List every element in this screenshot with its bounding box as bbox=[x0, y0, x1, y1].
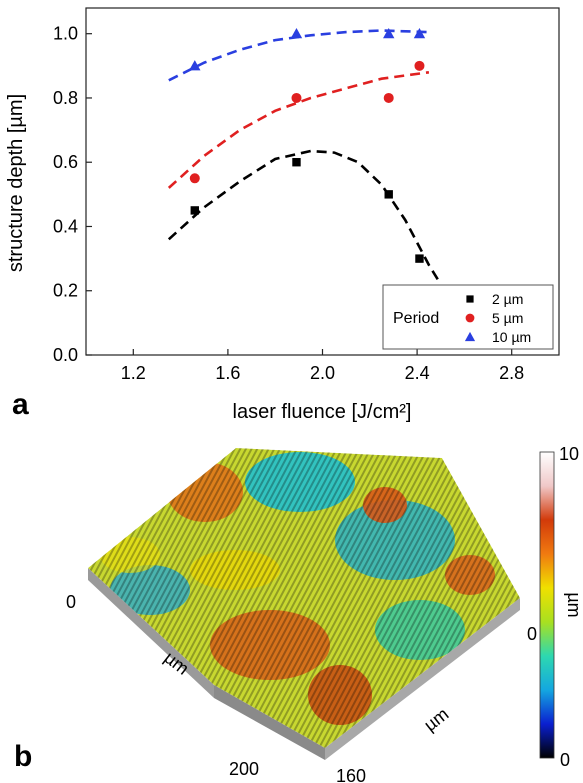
x-tick-label: 1.6 bbox=[215, 363, 240, 383]
data-point bbox=[291, 92, 302, 103]
x-tick-0: 0 bbox=[66, 592, 76, 612]
data-point bbox=[383, 28, 395, 39]
panel-label-b: b bbox=[14, 740, 32, 773]
colorbar: 10 0 µm bbox=[539, 444, 583, 770]
y-tick-label: 0.0 bbox=[53, 345, 78, 365]
surface-side-front bbox=[214, 685, 325, 760]
y-axis-label-b: µm bbox=[420, 704, 452, 735]
legend: Period 2 µm 5 µm 10 µm bbox=[382, 284, 554, 350]
x-tick-label: 2.4 bbox=[405, 363, 430, 383]
legend-label: 2 µm bbox=[492, 291, 523, 307]
data-point bbox=[190, 206, 199, 215]
y-tick-0: 0 bbox=[527, 624, 537, 644]
y-tick-160: 160 bbox=[336, 766, 366, 783]
legend-items: 2 µm 5 µm 10 µm bbox=[464, 291, 531, 345]
y-tick-label: 1.0 bbox=[53, 24, 78, 44]
y-axis-label: structure depth [µm] bbox=[5, 94, 27, 272]
colorbar-min: 0 bbox=[560, 750, 570, 770]
x-tick-label: 1.2 bbox=[121, 363, 146, 383]
data-point bbox=[414, 60, 425, 71]
surface-side-left bbox=[88, 568, 214, 698]
data-point bbox=[189, 173, 200, 184]
fit-line-1 bbox=[167, 71, 430, 189]
data-point bbox=[383, 92, 394, 103]
legend-label: 5 µm bbox=[492, 310, 523, 326]
legend-marker bbox=[464, 331, 476, 342]
legend-label: 10 µm bbox=[492, 329, 531, 345]
fit-line-0 bbox=[167, 149, 442, 285]
x-axis-label: laser fluence [J/cm²] bbox=[233, 401, 412, 423]
data-point bbox=[413, 28, 426, 39]
surface-plot: 0 200 µm 0 160 µm bbox=[66, 448, 537, 783]
data-point bbox=[290, 28, 303, 39]
panel-label-a: a bbox=[12, 388, 29, 421]
colorbar-label: µm bbox=[564, 592, 583, 617]
surface-b: 0 200 µm 0 160 µm 10 0 µm b bbox=[14, 444, 583, 783]
colorbar-scale bbox=[539, 451, 555, 759]
chart-a: 1.2 1.6 2.0 2.4 2.8 0.0 0.2 0.4 0.6 0.8 1.0 laser… bbox=[5, 7, 560, 423]
legend-title: Period bbox=[393, 310, 439, 327]
x-ticks: 1.2 1.6 2.0 2.4 2.8 bbox=[121, 349, 524, 383]
plot-area: 1.2 1.6 2.0 2.4 2.8 0.0 0.2 0.4 0.6 0.8 1.0 bbox=[53, 7, 560, 383]
y-tick-label: 0.6 bbox=[53, 152, 78, 172]
fit-lines bbox=[167, 29, 442, 285]
surface-side-right bbox=[325, 598, 520, 760]
data-point bbox=[189, 60, 201, 71]
legend-marker bbox=[465, 313, 475, 323]
surface-stripes bbox=[88, 448, 520, 748]
y-tick-label: 0.8 bbox=[53, 88, 78, 108]
legend-marker bbox=[466, 295, 474, 303]
x-tick-label: 2.0 bbox=[310, 363, 335, 383]
colorbar-max: 10 bbox=[559, 444, 579, 464]
x-tick-200: 200 bbox=[229, 759, 259, 779]
y-tick-label: 0.2 bbox=[53, 281, 78, 301]
data-points bbox=[189, 28, 426, 263]
data-point bbox=[415, 254, 424, 263]
data-point bbox=[292, 158, 301, 167]
y-tick-label: 0.4 bbox=[53, 216, 78, 236]
x-tick-label: 2.8 bbox=[499, 363, 524, 383]
y-ticks: 0.0 0.2 0.4 0.6 0.8 1.0 bbox=[53, 24, 92, 365]
data-point bbox=[384, 190, 393, 199]
